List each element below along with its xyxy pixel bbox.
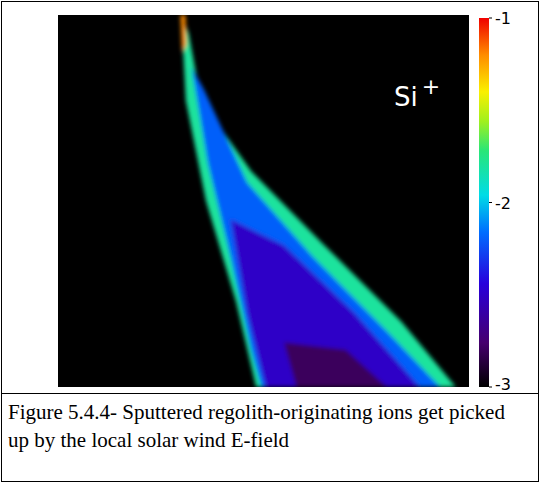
caption: Figure 5.4.4- Sputtered regolith-origina…: [8, 398, 513, 454]
colorbar-tick: [489, 18, 492, 19]
plot-marks: [181, 15, 456, 387]
figure-frame: Si+ -1 -2 -3 Figure 5.4.4- Sputtered regoli…: [1, 1, 539, 482]
figure: Si+ -1 -2 -3: [2, 2, 538, 393]
colorbar: [479, 18, 489, 387]
colorbar-tick: [489, 202, 492, 203]
colorbar-tick-label: -3: [495, 375, 511, 393]
separator: [2, 393, 538, 394]
colorbar-tick: [489, 387, 492, 388]
density-region: [181, 15, 187, 52]
density-region: [181, 15, 456, 387]
plot-background: [58, 15, 469, 387]
density-region: [284, 342, 387, 387]
colorbar-tick-label: -1: [495, 9, 511, 28]
density-region: [192, 67, 441, 387]
annotation: Si: [394, 82, 418, 112]
annotation-superscript: +: [422, 74, 440, 99]
density-region: [231, 220, 420, 387]
colorbar-tick-label: -2: [495, 194, 511, 213]
